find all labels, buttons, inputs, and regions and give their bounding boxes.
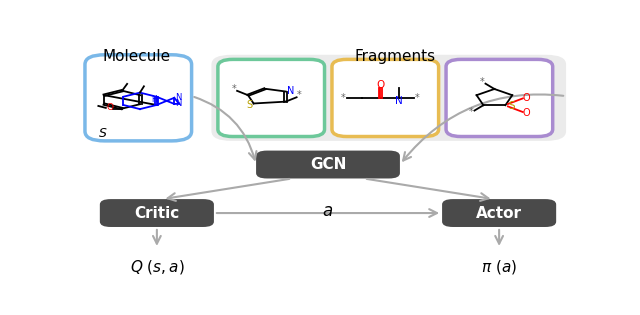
Text: O: O bbox=[522, 93, 530, 103]
Text: $\pi\ (a)$: $\pi\ (a)$ bbox=[481, 258, 517, 276]
Text: Critic: Critic bbox=[134, 206, 179, 220]
Text: $a$: $a$ bbox=[323, 202, 333, 220]
FancyBboxPatch shape bbox=[442, 199, 556, 227]
Text: Fragments: Fragments bbox=[355, 49, 436, 64]
Text: O: O bbox=[522, 108, 530, 118]
Text: N: N bbox=[287, 86, 294, 96]
FancyBboxPatch shape bbox=[211, 55, 566, 141]
FancyBboxPatch shape bbox=[218, 60, 324, 136]
Text: *: * bbox=[340, 93, 346, 103]
Text: N: N bbox=[175, 93, 181, 102]
Text: Actor: Actor bbox=[476, 206, 522, 220]
Text: *: * bbox=[480, 77, 485, 87]
Text: *: * bbox=[415, 93, 420, 103]
Text: O: O bbox=[106, 103, 113, 112]
Text: N: N bbox=[175, 100, 181, 108]
Text: N: N bbox=[395, 96, 403, 106]
FancyBboxPatch shape bbox=[256, 151, 400, 179]
Text: Molecule: Molecule bbox=[103, 49, 171, 64]
Text: *: * bbox=[232, 84, 237, 94]
Text: H: H bbox=[151, 95, 157, 104]
Text: *: * bbox=[469, 107, 474, 117]
Text: $S$: $S$ bbox=[97, 127, 107, 140]
FancyBboxPatch shape bbox=[85, 55, 191, 141]
Text: O: O bbox=[376, 80, 385, 90]
Text: $Q\ (s,a)$: $Q\ (s,a)$ bbox=[129, 258, 184, 276]
FancyBboxPatch shape bbox=[332, 60, 438, 136]
Text: S: S bbox=[246, 100, 253, 111]
FancyBboxPatch shape bbox=[100, 199, 214, 227]
FancyBboxPatch shape bbox=[446, 60, 553, 136]
Text: S: S bbox=[509, 101, 515, 111]
Text: *: * bbox=[297, 90, 302, 100]
Text: GCN: GCN bbox=[310, 157, 346, 172]
